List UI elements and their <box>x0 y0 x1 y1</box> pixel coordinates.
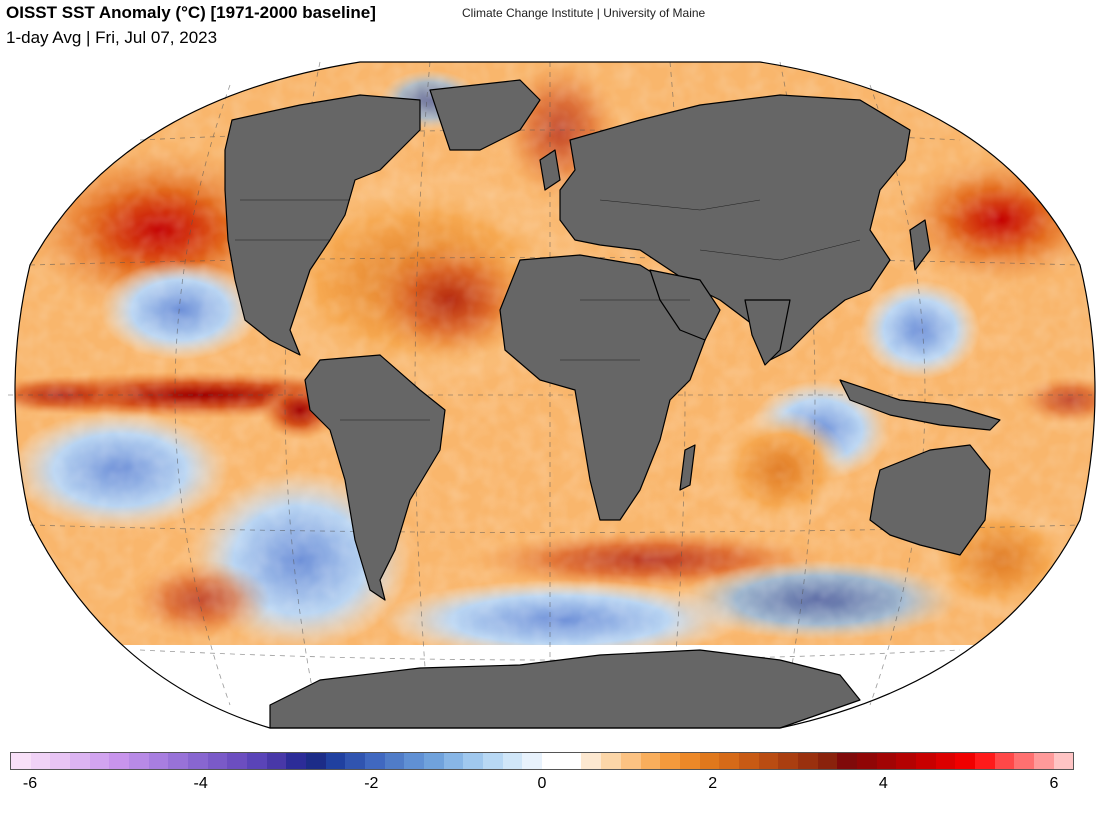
colorbar-cell <box>876 753 897 769</box>
colorbar-cell <box>463 753 484 769</box>
colorbar-tick-label: 6 <box>1049 775 1059 792</box>
colorbar-tick-label: 0 <box>537 775 547 792</box>
indonesia-land <box>839 379 1001 431</box>
colorbar-cell <box>266 753 287 769</box>
colorbar-cell <box>483 753 503 769</box>
colorbar-cell <box>168 753 189 769</box>
colorbar-cell <box>542 753 562 769</box>
colorbar-cell <box>915 753 936 769</box>
colorbar-cell <box>30 753 51 769</box>
colorbar-cell <box>738 753 759 769</box>
colorbar-cell <box>227 753 248 769</box>
colorbar-cell <box>620 753 641 769</box>
colorbar-tick-label: -2 <box>364 775 379 792</box>
madagascar-land <box>679 444 696 491</box>
map-subtitle: 1-day Avg | Fri, Jul 07, 2023 <box>6 28 218 47</box>
land-masses <box>224 79 1001 729</box>
north-america-land <box>224 94 421 356</box>
colorbar-cell <box>384 753 405 769</box>
colorbar-cell <box>581 753 602 769</box>
credit-text: Climate Change Institute | University of… <box>462 6 706 20</box>
colorbar-cell <box>778 753 798 769</box>
globe-outline <box>14 61 1096 729</box>
uk-land <box>539 149 561 191</box>
india-land <box>744 299 791 366</box>
colorbar-cell <box>660 753 680 769</box>
colorbar-cell <box>719 753 739 769</box>
colorbar-cell <box>1033 753 1054 769</box>
ocean-anomaly-field <box>15 62 1095 728</box>
colorbar-tick-label: 4 <box>878 775 888 792</box>
colorbar-cell <box>502 753 523 769</box>
colorbar-cell <box>11 753 31 769</box>
colorbar-cell <box>797 753 818 769</box>
colorbar-cell <box>955 753 975 769</box>
greenland-land <box>429 79 541 151</box>
colorbar-cell <box>247 753 267 769</box>
colorbar-cell <box>325 753 346 769</box>
colorbar-cell <box>601 753 621 769</box>
colorbar-cell <box>896 753 916 769</box>
colorbar-cell <box>837 753 857 769</box>
colorbar-tick-label: -4 <box>193 775 208 792</box>
colorbar-cell <box>70 753 90 769</box>
colorbar-cell <box>365 753 385 769</box>
colorbar-cell <box>89 753 110 769</box>
colorbar-cell <box>109 753 130 769</box>
australia-land <box>869 444 991 556</box>
colorbar-cell <box>522 753 543 769</box>
colorbar-cell <box>207 753 228 769</box>
eurasia-land <box>559 94 911 361</box>
colorbar-cell <box>443 753 464 769</box>
colorbar <box>10 752 1074 770</box>
colorbar-cell <box>856 753 877 769</box>
colorbar-cell <box>306 753 326 769</box>
colorbar-cell <box>679 753 700 769</box>
colorbar-cell <box>1053 753 1074 769</box>
colorbar-cell <box>129 753 149 769</box>
colorbar-cell <box>50 753 71 769</box>
sst-anomaly-map <box>8 61 1096 729</box>
colorbar-cell <box>424 753 444 769</box>
colorbar-tick-label: 2 <box>708 775 718 792</box>
colorbar-cell <box>758 753 779 769</box>
colorbar-cell <box>817 753 838 769</box>
colorbar-cell <box>188 753 208 769</box>
colorbar-cell <box>640 753 661 769</box>
colorbar-cell <box>561 753 582 769</box>
colorbar-cell <box>699 753 720 769</box>
colorbar-cell <box>148 753 169 769</box>
map-title: OISST SST Anomaly (°C) [1971-2000 baseli… <box>6 3 376 22</box>
colorbar-tick-label: -6 <box>22 775 38 792</box>
south-america-land <box>304 354 446 601</box>
colorbar-cell <box>345 753 366 769</box>
colorbar-cell <box>1014 753 1034 769</box>
colorbar-cell <box>286 753 307 769</box>
colorbar-cell <box>935 753 956 769</box>
colorbar-cell <box>404 753 425 769</box>
japan-land <box>909 219 931 271</box>
country-borders <box>235 199 861 421</box>
colorbar-cell <box>974 753 995 769</box>
colorbar-cell <box>994 753 1015 769</box>
